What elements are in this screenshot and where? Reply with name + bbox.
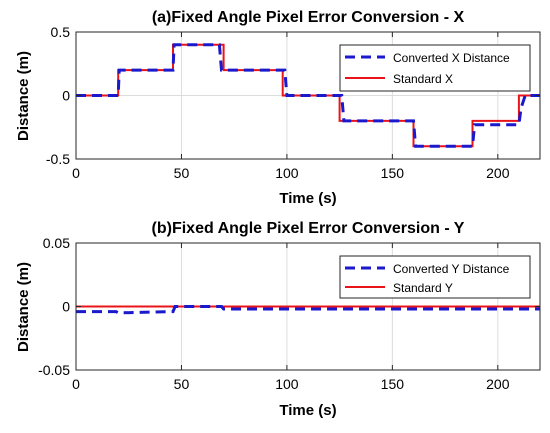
- legend-label-converted-x: Converted X Distance: [393, 51, 510, 65]
- x-axis-label: Time (s): [279, 402, 336, 419]
- x-tick-label: 50: [174, 376, 190, 392]
- chart-y-conversion: (b)Fixed Angle Pixel Error Conversion - …: [15, 220, 541, 419]
- chart-title: (b)Fixed Angle Pixel Error Conversion - …: [152, 220, 465, 237]
- x-axis-label: Time (s): [279, 190, 336, 207]
- x-tick-label: 100: [275, 165, 299, 181]
- series-group: [76, 305, 540, 315]
- chart-title: (a)Fixed Angle Pixel Error Conversion - …: [152, 9, 465, 26]
- y-tick-label: -0.05: [38, 362, 70, 378]
- legend-box: [339, 44, 531, 92]
- y-axis-label: Distance (m): [15, 51, 32, 141]
- legend: Converted Y Distance Standard Y: [339, 255, 531, 299]
- legend-box: [339, 255, 531, 299]
- legend: Converted X Distance Standard X: [339, 44, 531, 92]
- series-line-converted: [76, 43, 540, 148]
- x-tick-label: 200: [486, 376, 510, 392]
- y-tick-label: 0.5: [51, 24, 71, 40]
- x-tick-label: 150: [381, 165, 405, 181]
- legend-label-converted-y: Converted Y Distance: [393, 262, 510, 276]
- chart-x-conversion: (a)Fixed Angle Pixel Error Conversion - …: [15, 9, 541, 207]
- y-axis-label: Distance (m): [15, 262, 32, 352]
- y-tick-label: 0.05: [43, 235, 70, 251]
- y-tick-label: 0: [62, 88, 70, 104]
- series-group: [76, 43, 540, 148]
- x-tick-label: 150: [381, 376, 405, 392]
- x-tick-label: 50: [174, 165, 190, 181]
- x-tick-label: 100: [275, 376, 299, 392]
- y-tick-label: -0.5: [46, 151, 70, 167]
- ticks: 0 50 100 150 200-0.500.5: [46, 24, 540, 181]
- series-line-converted: [76, 305, 540, 315]
- legend-label-standard-y: Standard Y: [393, 281, 453, 295]
- y-tick-label: 0: [62, 299, 70, 315]
- legend-label-standard-x: Standard X: [393, 72, 453, 86]
- x-tick-label: 0: [72, 376, 80, 392]
- x-tick-label: 0: [72, 165, 80, 181]
- x-tick-label: 200: [486, 165, 510, 181]
